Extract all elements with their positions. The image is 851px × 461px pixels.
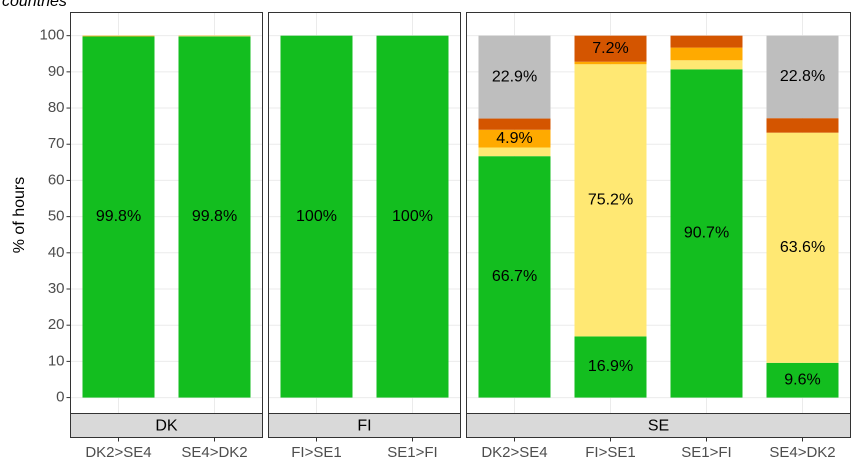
bar-segment bbox=[376, 35, 449, 398]
x-tick-label: SE4>DK2 bbox=[181, 444, 247, 461]
x-tick-label: SE1>FI bbox=[387, 444, 437, 461]
y-tick-label: 80 bbox=[48, 99, 65, 116]
data-label: 7.2% bbox=[592, 40, 628, 57]
data-label: 9.6% bbox=[784, 371, 820, 388]
bar-segment bbox=[574, 336, 647, 398]
data-label: 99.8% bbox=[192, 208, 237, 225]
y-tick-label: 70 bbox=[48, 135, 65, 152]
data-label: 16.9% bbox=[588, 358, 633, 375]
bar-segment bbox=[766, 35, 839, 119]
bar-segment bbox=[766, 132, 839, 363]
facet-strip bbox=[466, 413, 851, 438]
y-tick-label: 20 bbox=[48, 316, 65, 333]
chart-title: countries bbox=[2, 0, 67, 10]
y-tick-label: 10 bbox=[48, 352, 65, 369]
y-tick-label: 30 bbox=[48, 280, 65, 297]
data-label: 90.7% bbox=[684, 225, 729, 242]
data-label: 4.9% bbox=[496, 130, 532, 147]
x-tick-label: FI>SE1 bbox=[291, 444, 341, 461]
bar-segment bbox=[574, 64, 647, 337]
bar-segment bbox=[478, 147, 551, 157]
y-tick-label: 0 bbox=[56, 389, 64, 406]
y-tick-label: 40 bbox=[48, 244, 65, 261]
bar-segment bbox=[766, 362, 839, 398]
x-tick-label: DK2>SE4 bbox=[481, 444, 547, 461]
bar-segment bbox=[574, 61, 647, 65]
bar-segment bbox=[478, 156, 551, 398]
y-tick-label: 50 bbox=[48, 208, 65, 225]
data-label: 100% bbox=[392, 208, 433, 225]
bar-segment bbox=[574, 35, 647, 62]
bar-segment bbox=[670, 47, 743, 61]
facet-strip bbox=[268, 413, 461, 438]
bar-segment bbox=[670, 69, 743, 398]
data-label: 75.2% bbox=[588, 192, 633, 209]
x-tick-label: FI>SE1 bbox=[585, 444, 635, 461]
y-axis-title: % of hours bbox=[11, 177, 28, 253]
bar-segment bbox=[280, 35, 353, 398]
data-label: 22.8% bbox=[780, 68, 825, 85]
bar-segment bbox=[766, 118, 839, 133]
facet-label: DK bbox=[155, 418, 178, 435]
facet-label: FI bbox=[357, 418, 371, 435]
data-label: 100% bbox=[296, 208, 337, 225]
data-label: 99.8% bbox=[96, 208, 141, 225]
bar-segment bbox=[178, 36, 251, 398]
bar-segment bbox=[478, 118, 551, 130]
x-tick-label: SE1>FI bbox=[681, 444, 731, 461]
x-tick-label: SE4>DK2 bbox=[769, 444, 835, 461]
facet-strip bbox=[70, 413, 263, 438]
y-tick-label: 100 bbox=[39, 27, 64, 44]
y-tick-label: 60 bbox=[48, 171, 65, 188]
facet-label: SE bbox=[648, 418, 669, 435]
y-tick-label: 90 bbox=[48, 63, 65, 80]
bar-segment bbox=[670, 60, 743, 70]
bar-segment bbox=[478, 129, 551, 148]
data-label: 66.7% bbox=[492, 268, 537, 285]
data-label: 22.9% bbox=[492, 68, 537, 85]
bar-segment bbox=[82, 35, 155, 37]
data-label: 63.6% bbox=[780, 239, 825, 256]
bar-segment bbox=[670, 35, 743, 48]
x-tick-label: DK2>SE4 bbox=[85, 444, 151, 461]
bar-segment bbox=[82, 36, 155, 398]
bar-segment bbox=[478, 35, 551, 119]
